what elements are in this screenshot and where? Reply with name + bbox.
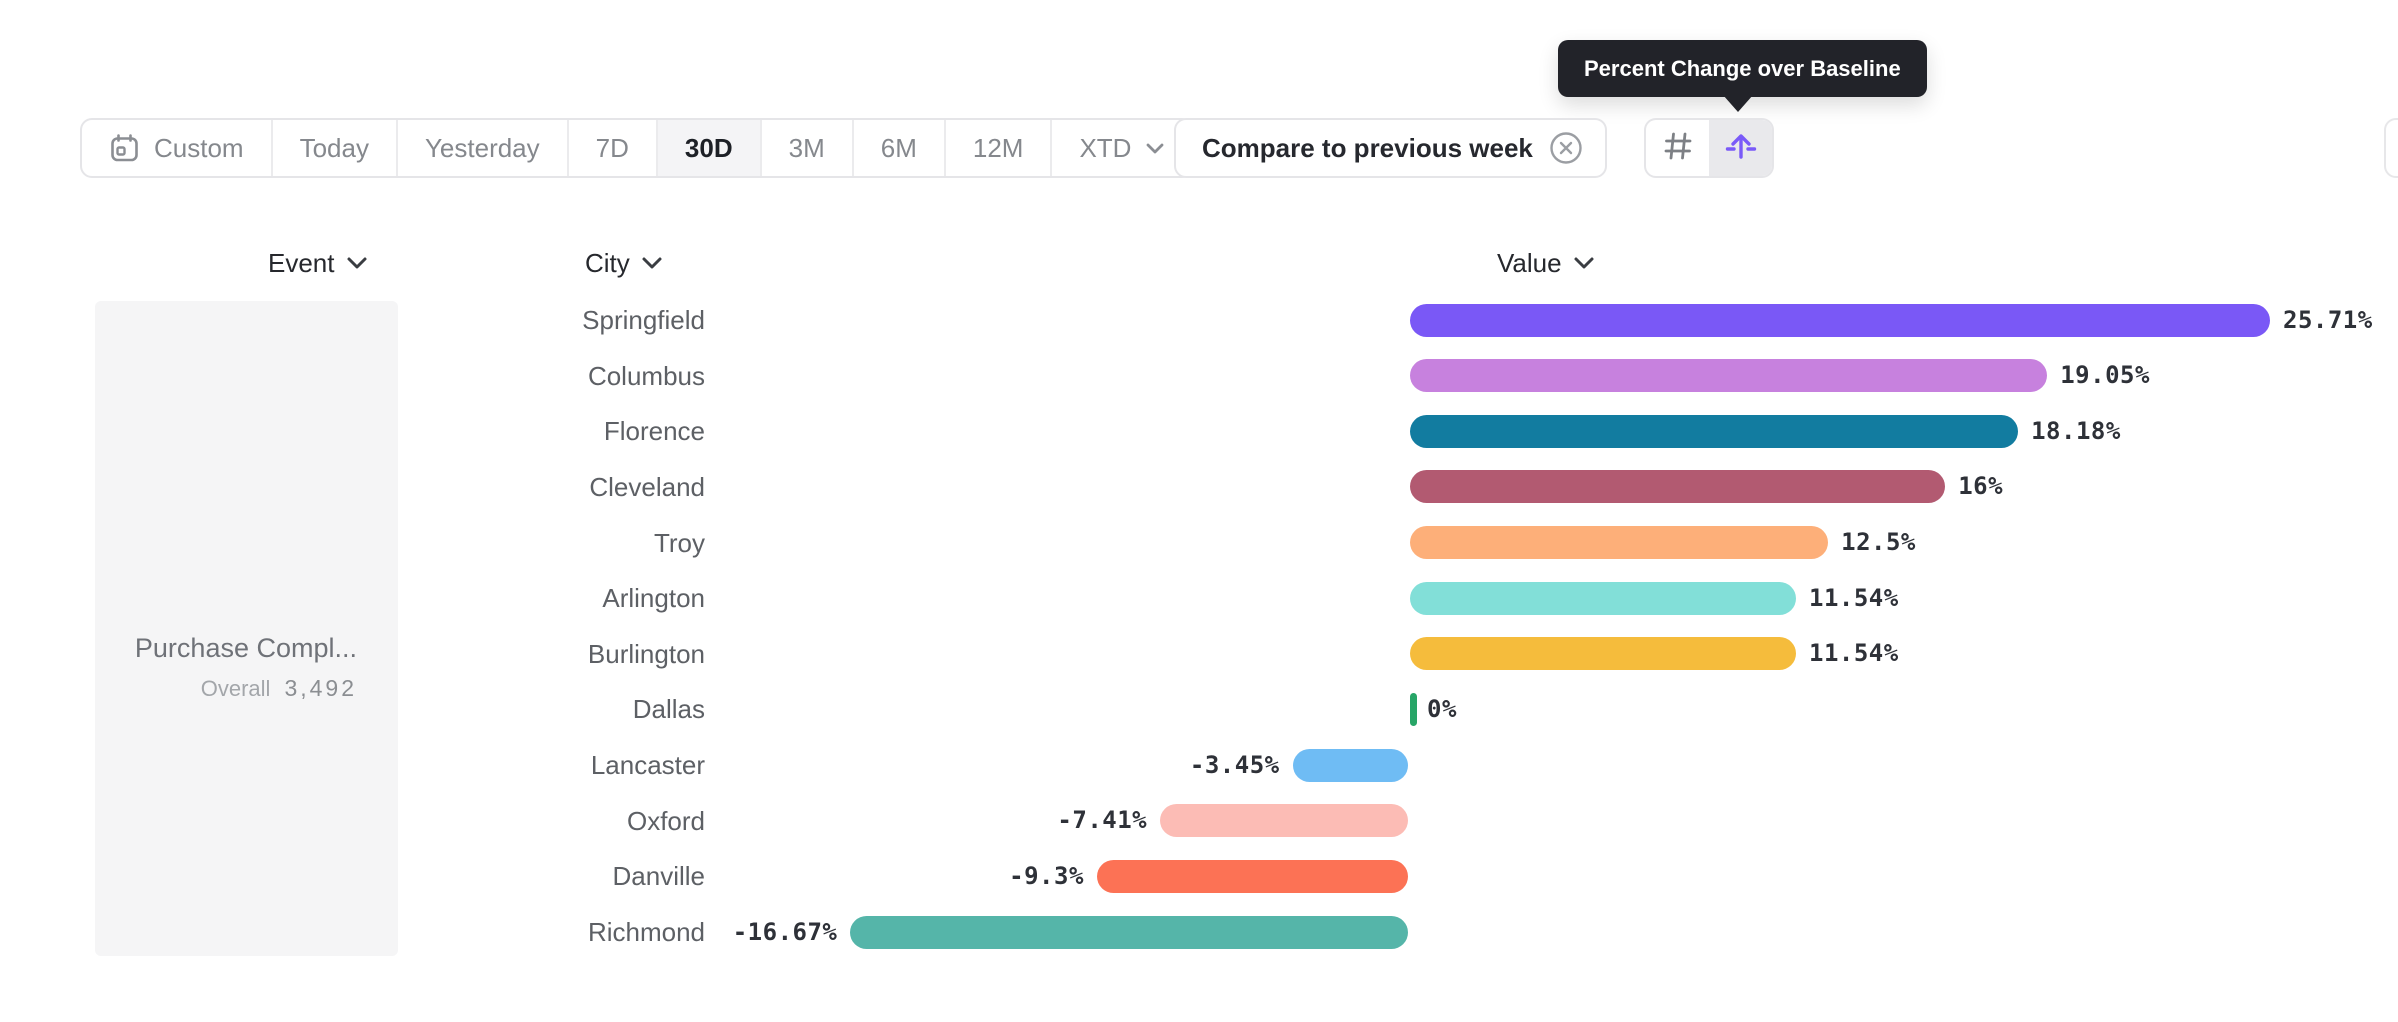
- bar-richmond[interactable]: [850, 915, 1408, 949]
- date-range-xtd[interactable]: XTD: [1052, 120, 1192, 176]
- bar-florence[interactable]: [1410, 414, 2019, 448]
- chart-view-toggle: [1644, 118, 1774, 178]
- city-label: Lancaster: [590, 750, 705, 781]
- date-range-6m[interactable]: 6M: [854, 120, 946, 176]
- compare-chip-label: Compare to previous week: [1202, 132, 1533, 163]
- event-metric-label: Overall: [200, 676, 271, 701]
- bar-value-label: -9.3%: [1009, 861, 1084, 890]
- arrow-up-baseline-icon: [1724, 129, 1758, 168]
- date-range-toolbar: Custom Today Yesterday 7D 30D 3M 6M 12M XTD: [80, 118, 1195, 178]
- date-range-label: 12M: [972, 132, 1024, 163]
- city-label: Springfield: [582, 305, 705, 335]
- hash-icon: [1662, 130, 1694, 167]
- bar-arlington[interactable]: [1410, 581, 1796, 615]
- city-label: Troy: [653, 527, 705, 558]
- chevron-down-icon: [642, 257, 662, 269]
- date-range-today[interactable]: Today: [273, 120, 398, 176]
- date-range-7d[interactable]: 7D: [569, 120, 658, 176]
- bar-value-label: 11.54%: [1809, 583, 1899, 612]
- bar-oxford[interactable]: [1160, 804, 1408, 838]
- bar-danville[interactable]: [1096, 859, 1408, 893]
- chevron-down-icon: [1145, 142, 1165, 155]
- bar-value-label: 0%: [1427, 694, 1457, 723]
- bar-value-label: -16.67%: [732, 917, 838, 946]
- calendar-icon: [109, 133, 140, 164]
- bar-value-label: 19.05%: [2060, 361, 2150, 390]
- percent-change-tooltip: Percent Change over Baseline: [1558, 40, 1927, 97]
- bar-dallas[interactable]: [1410, 692, 1417, 726]
- date-range-label: Yesterday: [424, 132, 540, 163]
- date-range-label: 30D: [684, 132, 733, 163]
- toggle-values-grid[interactable]: [1646, 120, 1709, 176]
- event-metric-value: 3,492: [284, 675, 357, 701]
- bar-cleveland[interactable]: [1410, 470, 1946, 504]
- bar-value-label: 18.18%: [2031, 416, 2121, 445]
- date-range-label: Custom: [154, 132, 244, 163]
- bar-value-label: -3.45%: [1189, 750, 1280, 779]
- date-range-12m[interactable]: 12M: [946, 120, 1053, 176]
- edge-partial-button[interactable]: [2384, 118, 2398, 178]
- tooltip-caret: [1723, 95, 1753, 112]
- bar-burlington[interactable]: [1410, 637, 1796, 671]
- column-header-value[interactable]: Value: [1497, 246, 1595, 280]
- column-header-city-label: City: [585, 247, 630, 278]
- column-header-city[interactable]: City: [585, 246, 663, 280]
- toggle-percent-change[interactable]: [1709, 120, 1772, 176]
- date-range-yesterday[interactable]: Yesterday: [398, 120, 569, 176]
- date-range-label: Today: [299, 132, 369, 163]
- circle-x-icon[interactable]: [1549, 131, 1583, 165]
- event-card[interactable]: Purchase Compl... Overall 3,492: [95, 301, 398, 956]
- date-range-label: XTD: [1079, 132, 1132, 163]
- city-label: Oxford: [626, 805, 705, 836]
- chevron-down-icon: [1574, 257, 1594, 269]
- bar-value-label: -7.41%: [1057, 806, 1148, 835]
- bar-columbus[interactable]: [1410, 359, 2048, 393]
- date-range-label: 3M: [788, 132, 825, 163]
- column-header-event[interactable]: Event: [268, 246, 368, 280]
- bar-value-label: 16%: [1958, 472, 2004, 501]
- bar-lancaster[interactable]: [1292, 748, 1408, 782]
- compare-chip[interactable]: Compare to previous week: [1174, 118, 1607, 178]
- event-card-metric: Overall 3,492: [95, 675, 357, 702]
- city-label: Burlington: [587, 638, 705, 669]
- city-label: Florence: [603, 416, 705, 447]
- bar-value-label: 12.5%: [1841, 528, 1916, 557]
- city-label: Cleveland: [589, 471, 705, 502]
- bar-value-label: 25.71%: [2283, 305, 2373, 334]
- date-range-label: 6M: [880, 132, 917, 163]
- bar-springfield[interactable]: [1410, 303, 2270, 337]
- date-range-3m[interactable]: 3M: [762, 120, 854, 176]
- city-label: Danville: [612, 861, 706, 892]
- column-header-event-label: Event: [268, 247, 335, 278]
- date-range-custom[interactable]: Custom: [82, 120, 273, 176]
- city-label: Richmond: [587, 917, 705, 948]
- event-card-title: Purchase Compl...: [134, 633, 357, 663]
- bar-troy[interactable]: [1410, 526, 1829, 560]
- city-label: Arlington: [602, 583, 705, 614]
- chevron-down-icon: [347, 257, 366, 269]
- column-header-value-label: Value: [1497, 247, 1562, 278]
- city-label: Columbus: [587, 360, 705, 391]
- bar-value-label: 11.54%: [1809, 639, 1899, 668]
- date-range-30d[interactable]: 30D: [657, 120, 762, 176]
- date-range-label: 7D: [595, 132, 629, 163]
- city-label: Dallas: [632, 694, 705, 725]
